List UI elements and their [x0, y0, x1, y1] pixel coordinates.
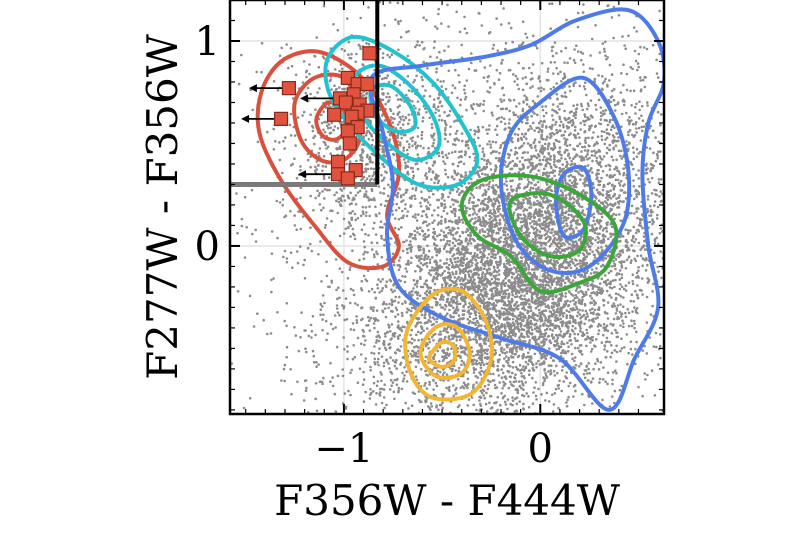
green-contour-level-2 — [507, 191, 588, 260]
yellow-contour-level-3 — [426, 339, 458, 369]
source-marker — [340, 171, 355, 186]
source-marker — [342, 136, 357, 151]
green-contour-level-1 — [459, 173, 619, 295]
y-axis-label: F277W - F356W — [138, 33, 187, 380]
source-marker — [362, 46, 377, 61]
upper-limit-arrowhead — [241, 114, 250, 123]
source-marker — [273, 111, 289, 126]
upper-limit-arrowhead — [299, 94, 308, 103]
x-axis-label: F356W - F444W — [274, 476, 621, 525]
background-points — [230, 0, 664, 414]
blue-contour-level-2 — [498, 75, 632, 276]
blue-contour-level-1 — [367, 7, 664, 412]
source-marker — [360, 76, 375, 92]
y-tick-label: 0 — [195, 224, 220, 270]
source-marker — [281, 81, 297, 96]
yellow-contour-level-1 — [403, 286, 494, 402]
field-galaxy-points — [230, 0, 664, 414]
source-marker — [330, 154, 346, 170]
highlighted-sources — [241, 46, 377, 186]
yellow-contour-level-2 — [418, 322, 472, 380]
axis-ticks — [230, 0, 664, 414]
x-tick-label: −1 — [314, 426, 373, 472]
grid-lines — [230, 0, 664, 414]
upper-limit-arrowhead — [298, 170, 307, 179]
source-marker — [326, 107, 342, 122]
plot-frame — [228, 0, 666, 416]
upper-limit-arrowhead — [248, 84, 257, 93]
y-tick-label: 1 — [195, 19, 220, 65]
x-tick-label: 0 — [528, 426, 553, 472]
tick-labels: −1 0 0 1 — [195, 19, 553, 472]
source-marker — [340, 124, 355, 139]
blue-contour-level-3 — [554, 164, 594, 240]
source-marker — [338, 95, 353, 110]
